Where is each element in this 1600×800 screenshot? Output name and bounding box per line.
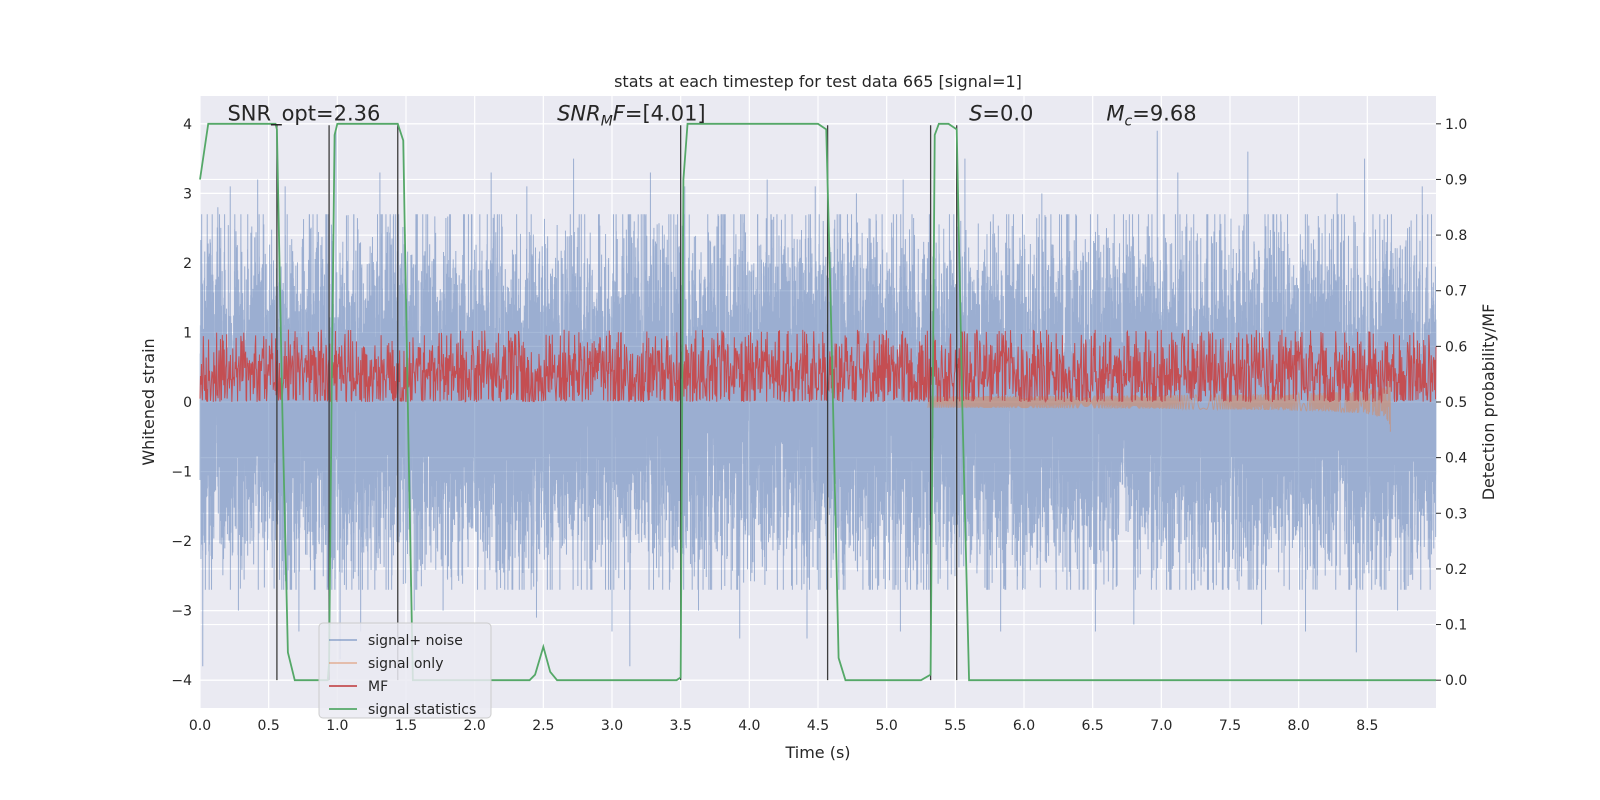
legend-label: signal statistics [368,702,476,718]
y-right-tick-label: 0.7 [1445,284,1467,300]
x-tick-label: 8.5 [1356,718,1378,734]
y-left-tick-label: −2 [171,534,192,550]
x-tick-label: 4.0 [738,718,760,734]
annotation: Mc=9.68 [1106,101,1196,129]
signal-only-line [927,378,1391,432]
y-axis-left-label: Whitened strain [139,338,158,465]
legend-label: MF [368,679,388,695]
series-signal-statistics [199,122,1436,682]
y-left-tick-label: 0 [183,395,192,411]
y-right-tick-label: 0.0 [1445,673,1467,689]
mf-line [199,328,1437,404]
x-tick-label: 0.5 [258,718,280,734]
y-right-tick-label: 0.8 [1445,228,1467,244]
y-axis-right: 0.0 0.1 0.2 0.3 0.4 0.5 0.6 0.7 0.8 0.9 1.0 [1436,117,1467,689]
y-right-tick-label: 0.3 [1445,506,1467,522]
legend: signal+ noise signal only MF signal statist… [318,622,492,719]
x-tick-label: 2.5 [532,718,554,734]
chart-title: stats at each timestep for test data 665… [614,72,1022,91]
y-right-tick-label: 1.0 [1445,117,1467,133]
legend-label: signal only [368,656,443,672]
y-axis-right-label: Detection probability/MF [1479,304,1498,501]
y-left-tick-label: 4 [183,117,192,133]
x-tick-label: 7.0 [1150,718,1172,734]
x-tick-label: 7.5 [1219,718,1241,734]
x-tick-label: 5.5 [944,718,966,734]
signal-statistics-line [199,122,1436,682]
x-tick-label: 6.5 [1082,718,1104,734]
x-tick-label: 5.0 [876,718,898,734]
y-right-tick-label: 0.9 [1445,172,1467,188]
x-tick-label: 6.0 [1013,718,1035,734]
y-left-tick-label: −3 [171,604,192,620]
y-axis-left: −4 −3 −2 −1 0 1 2 3 4 [171,117,192,689]
x-axis: 0.0 0.5 1.0 1.5 2.0 2.5 3.0 3.5 4.0 4.5 5.0 5.5 6.0 6… [189,718,1379,734]
series-mf [199,328,1437,404]
annotations: SNR_opt=2.36 SNRMF=[4.01] S=0.0 Mc=9.68 [227,101,1196,129]
x-tick-label: 4.5 [807,718,829,734]
x-tick-label: 0.0 [189,718,211,734]
annotation: SNRMF=[4.01] [557,101,706,129]
legend-box [318,622,492,719]
x-axis-label: Time (s) [784,743,850,762]
y-left-tick-label: −4 [171,673,192,689]
x-tick-label: 3.5 [670,718,692,734]
y-right-tick-label: 0.1 [1445,618,1467,634]
y-right-tick-label: 0.4 [1445,451,1467,467]
legend-label: signal+ noise [368,633,463,649]
x-tick-label: 8.0 [1288,718,1310,734]
annotation: S=0.0 [969,101,1033,125]
x-tick-label: 3.0 [601,718,623,734]
y-left-tick-label: 2 [183,256,192,272]
annotation: SNR_opt=2.36 [227,101,380,126]
y-left-tick-label: −1 [171,465,192,481]
y-right-tick-label: 0.2 [1445,562,1467,578]
y-right-tick-label: 0.6 [1445,339,1467,355]
y-left-tick-label: 3 [183,186,192,202]
y-left-tick-label: 1 [183,325,192,341]
series-signal-only [927,378,1391,432]
x-tick-label: 1.0 [326,718,348,734]
x-tick-label: 1.5 [395,718,417,734]
x-tick-label: 2.0 [464,718,486,734]
y-right-tick-label: 0.5 [1445,395,1467,411]
